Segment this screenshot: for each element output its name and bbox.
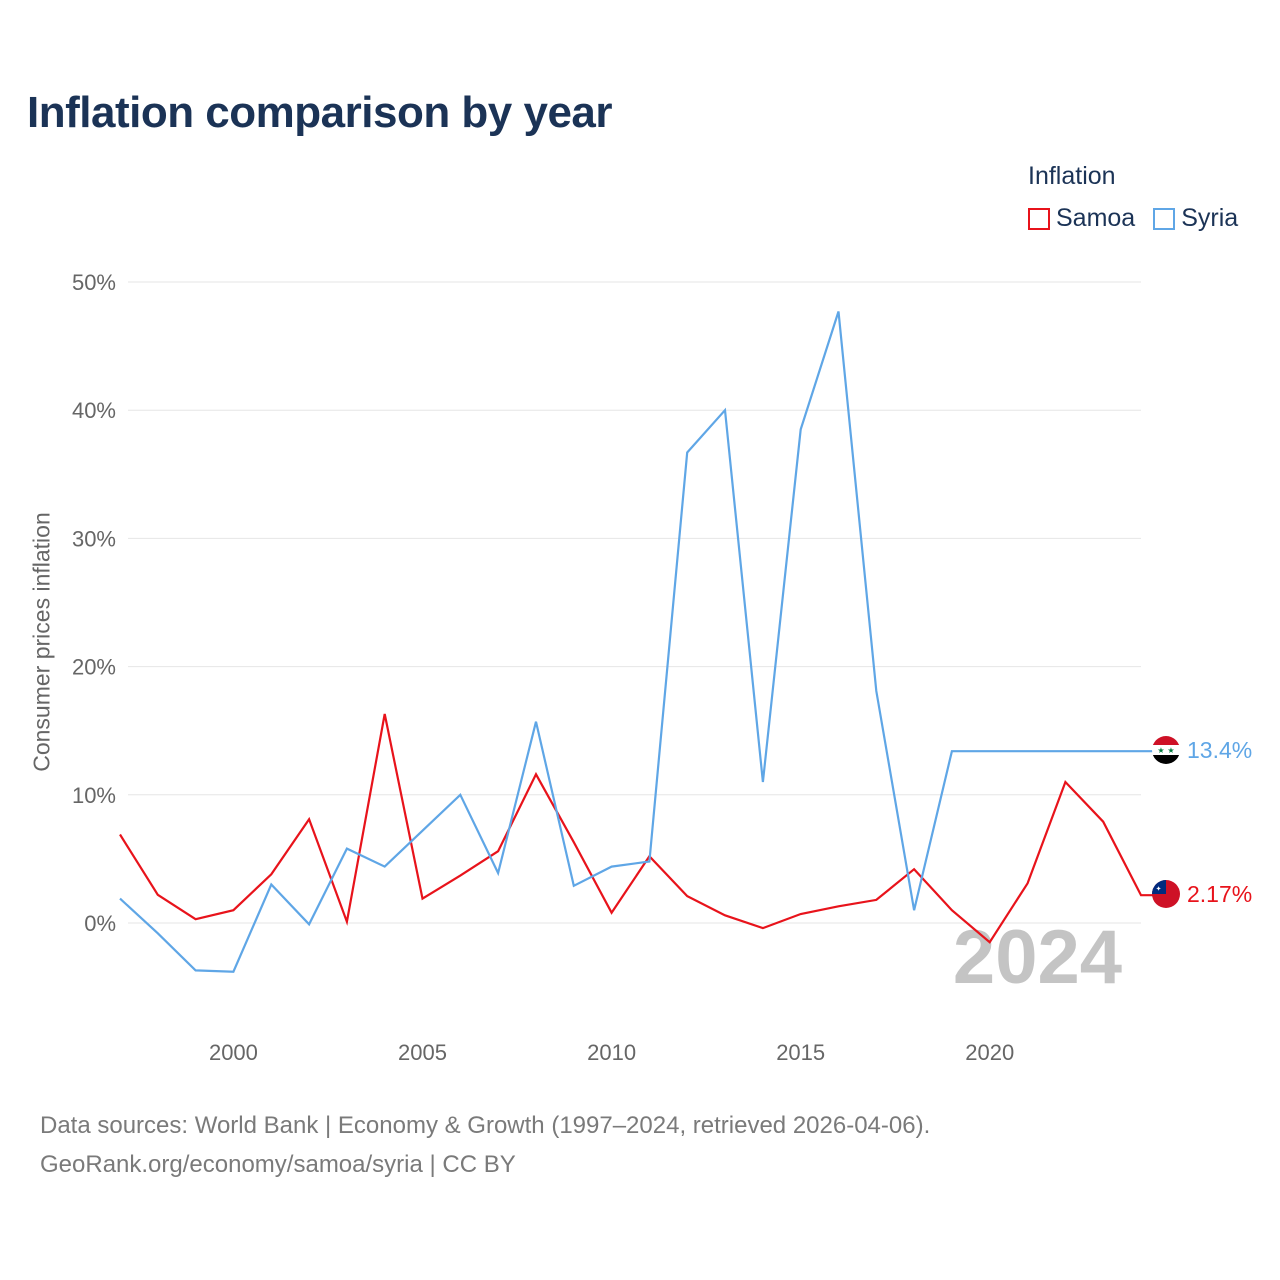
svg-text:✦: ✦	[1156, 885, 1162, 893]
svg-text:★: ★	[1157, 746, 1164, 755]
y-tick-label: 40%	[72, 398, 116, 423]
samoa-flag-icon: ✦	[1152, 880, 1180, 908]
footer: Data sources: World Bank | Economy & Gro…	[40, 1106, 930, 1184]
x-tick-label: 2005	[398, 1040, 447, 1065]
grid-lines	[128, 281, 1141, 924]
legend-item-samoa[interactable]: Samoa	[1028, 204, 1135, 233]
syria-flag-icon: ★ ★	[1152, 736, 1180, 764]
x-tick-label: 2015	[776, 1040, 825, 1065]
data-source-text: Data sources: World Bank | Economy & Gro…	[40, 1112, 931, 1139]
legend-item-syria[interactable]: Syria	[1153, 204, 1238, 233]
legend-title: Inflation	[1028, 162, 1116, 190]
svg-text:★: ★	[1167, 746, 1174, 755]
series-line-syria	[119, 311, 1153, 973]
y-tick-label: 20%	[72, 655, 116, 680]
y-tick-label: 30%	[72, 526, 116, 551]
x-tick-label: 2000	[209, 1040, 258, 1065]
y-axis-ticks: 0% 10% 20% 30% 40% 50%	[72, 270, 116, 936]
legend-label-syria: Syria	[1181, 204, 1239, 232]
legend: Samoa Syria	[1028, 204, 1238, 233]
source-link[interactable]: GeoRank.org/economy/samoa/syria | CC BY	[40, 1151, 516, 1178]
series-lines	[119, 311, 1153, 973]
chart-title: Inflation comparison by year	[27, 88, 613, 137]
series-line-samoa	[119, 713, 1153, 944]
y-tick-label: 50%	[72, 270, 116, 295]
x-tick-label: 2010	[587, 1040, 636, 1065]
y-tick-label: 0%	[84, 911, 116, 936]
legend-label-samoa: Samoa	[1056, 204, 1136, 232]
samoa-end-label: 2.17%	[1187, 881, 1252, 907]
syria-end-label: 13.4%	[1187, 737, 1252, 763]
legend-swatch-samoa	[1028, 207, 1050, 230]
y-tick-label: 10%	[72, 783, 116, 808]
end-markers: ★ ★ ✦ 13.4% 2.17%	[1152, 736, 1252, 908]
legend-swatch-syria	[1153, 207, 1176, 230]
x-tick-label: 2020	[965, 1040, 1014, 1065]
x-axis-ticks: 2000 2005 2010 2015 2020	[209, 1040, 1014, 1065]
year-overlay: 2024	[953, 915, 1122, 1000]
